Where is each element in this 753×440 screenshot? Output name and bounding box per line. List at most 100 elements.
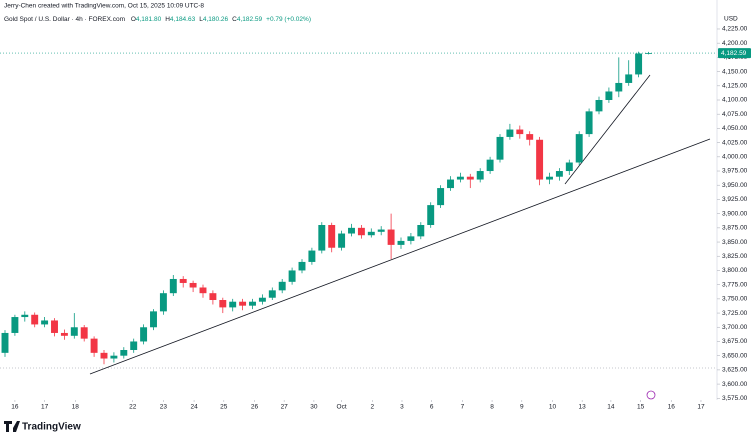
- x-tick-label: 16: [668, 404, 676, 411]
- ohlc-value: 4,182.59: [237, 16, 263, 23]
- ohlc-key: H: [165, 16, 170, 23]
- ohlc-key: O: [131, 16, 136, 23]
- y-tick-label: 4,100.00: [722, 97, 748, 104]
- candle-body: [526, 134, 534, 140]
- candle-body: [635, 53, 643, 75]
- x-tick-label: Oct: [337, 404, 347, 411]
- candle-body: [466, 176, 474, 180]
- x-tick-label: 6: [430, 404, 434, 411]
- x-tick-label: 15: [637, 404, 645, 411]
- y-tick-label: 3,850.00: [722, 239, 748, 246]
- last-price-box: [718, 48, 751, 59]
- candle-body: [31, 314, 39, 325]
- y-tick-label: 3,700.00: [722, 324, 748, 331]
- y-tick-label: 3,675.00: [722, 338, 748, 345]
- candle-body: [427, 205, 435, 225]
- candle-body: [377, 229, 385, 232]
- y-tick-label: 3,625.00: [722, 367, 748, 374]
- x-tick-label: 27: [281, 404, 289, 411]
- y-tick-label: 3,825.00: [722, 253, 748, 260]
- trend-line: [564, 74, 651, 185]
- y-tick-label: 3,725.00: [722, 310, 748, 317]
- x-tick-label: 22: [129, 404, 137, 411]
- candle-body: [516, 129, 524, 135]
- candle-body: [338, 233, 346, 248]
- y-tick-label: 3,750.00: [722, 296, 748, 303]
- candle-body: [130, 341, 138, 350]
- candle-body: [219, 300, 227, 308]
- x-tick-label: 24: [190, 404, 198, 411]
- x-tick-label: 23: [160, 404, 168, 411]
- ohlc-key: L: [199, 16, 203, 23]
- candle-body: [407, 236, 415, 241]
- candle-body: [298, 261, 306, 271]
- candle-body: [645, 53, 652, 54]
- candle-body: [169, 278, 177, 294]
- change: +0.79 (+0.02%): [266, 16, 311, 23]
- x-tick-label: 8: [490, 404, 494, 411]
- y-tick-label: 3,775.00: [722, 281, 748, 288]
- ohlc-value: 4,180.26: [203, 16, 229, 23]
- candle-body: [100, 352, 108, 359]
- x-tick-label: 2: [370, 404, 374, 411]
- candle-body: [140, 327, 148, 342]
- event-icon[interactable]: [646, 390, 656, 400]
- candle-body: [90, 338, 98, 353]
- brand-logo: [4, 421, 20, 432]
- candle-body: [615, 82, 623, 92]
- candles: [0, 51, 717, 365]
- candle-body: [80, 327, 88, 339]
- y-tick-label: 4,225.00: [722, 26, 748, 33]
- x-tick-label: 17: [697, 404, 705, 411]
- brand: TradingView: [4, 421, 81, 433]
- candle-body: [397, 240, 405, 245]
- x-tick-label: 7: [461, 404, 465, 411]
- x-tick-label: 9: [520, 404, 524, 411]
- y-tick-label: 4,200.00: [722, 40, 748, 47]
- candle-body: [60, 332, 68, 336]
- y-tick-label: 3,900.00: [722, 210, 748, 217]
- y-tick-label: 4,050.00: [722, 125, 748, 132]
- y-tick-label: 3,600.00: [722, 381, 748, 388]
- y-tick-label: 3,650.00: [722, 352, 748, 359]
- candle-body: [120, 350, 128, 356]
- x-tick-label: 16: [11, 404, 19, 411]
- candle-body: [625, 74, 633, 83]
- trend-line: [89, 138, 711, 375]
- candle-body: [150, 311, 157, 328]
- candle-body: [278, 281, 286, 291]
- candle-body: [348, 227, 355, 234]
- candle-body: [199, 287, 207, 294]
- axes: 3,575.00 3,600.00 3,625.00 3,650.00 3,675.00…: [11, 26, 751, 411]
- candle-body: [51, 320, 58, 333]
- candle-body: [585, 111, 593, 135]
- candle-body: [387, 229, 395, 245]
- candle-body: [357, 227, 365, 236]
- y-tick-label: 4,125.00: [722, 83, 748, 90]
- candle-body: [328, 225, 336, 248]
- candle-body: [268, 290, 276, 298]
- x-tick-label: 14: [607, 404, 615, 411]
- candle-body: [546, 176, 553, 180]
- y-tick-label: 3,800.00: [722, 267, 748, 274]
- candle-body: [456, 176, 464, 180]
- candle-body: [11, 317, 19, 333]
- candle-body: [229, 301, 237, 308]
- candle-body: [110, 355, 118, 359]
- symbol: Gold Spot / U.S. Dollar · 4h · FOREX.com: [4, 16, 125, 23]
- x-tick-label: 18: [72, 404, 80, 411]
- candle-body: [179, 278, 187, 283]
- y-tick-label: 3,925.00: [722, 196, 748, 203]
- ohlc-value: 4,184.63: [170, 16, 196, 23]
- candle-body: [249, 301, 256, 306]
- candle-body: [1, 332, 9, 353]
- ohlc-value: 4,181.80: [136, 16, 162, 23]
- candle-body: [506, 129, 514, 137]
- candle-body: [209, 293, 217, 300]
- candle-body: [318, 225, 326, 251]
- y-tick-label: 3,575.00: [722, 395, 748, 402]
- candle-body: [367, 231, 375, 236]
- candle-body: [486, 159, 494, 172]
- brand-name: TradingView: [22, 422, 81, 433]
